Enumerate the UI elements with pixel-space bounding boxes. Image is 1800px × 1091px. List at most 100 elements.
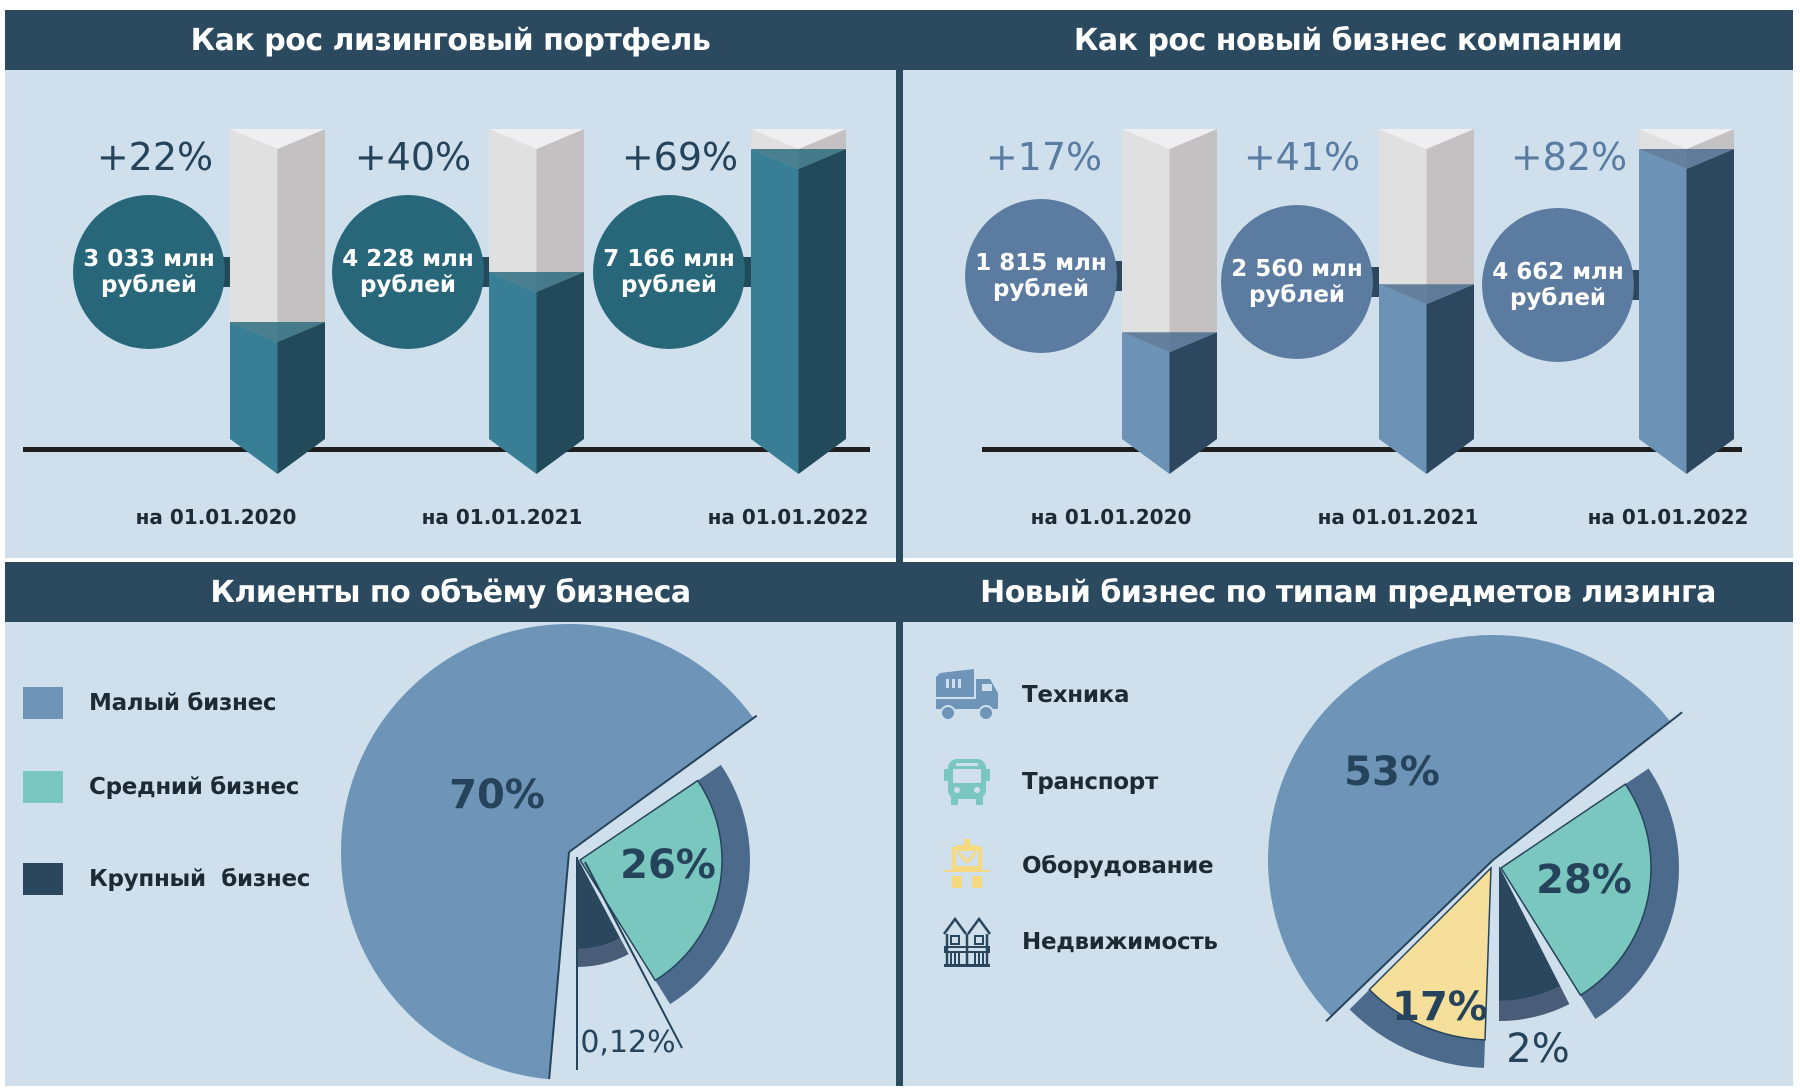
- value-label-line1: 2 560 млн: [1231, 256, 1363, 282]
- growth-label: +22%: [97, 135, 213, 179]
- bar-fill-cap: [230, 322, 325, 343]
- pie-ring-large: [577, 938, 629, 967]
- pie-slice-small: [340, 624, 754, 1080]
- value-label-line1: 3 033 млн: [83, 246, 215, 272]
- asset-types-title: Новый бизнес по типам предметов лизинга: [903, 562, 1793, 622]
- building-icon: [932, 912, 1002, 972]
- legend-swatch-large: [23, 863, 63, 895]
- bus-icon: [932, 752, 1002, 812]
- bar-empty-side: [1169, 129, 1217, 353]
- legend-swatch-medium: [23, 771, 63, 803]
- pie-label-equipment: 17%: [1392, 984, 1488, 1030]
- legend-item-transport: Транспорт: [932, 752, 1158, 812]
- bar-3: [1482, 129, 1734, 474]
- growth-label: +82%: [1511, 135, 1627, 179]
- bar-1: [73, 129, 325, 474]
- portfolio-title-text: Как рос лизинговый портфель: [190, 22, 711, 58]
- new-business-title-text: Как рос новый бизнес компании: [1073, 22, 1623, 58]
- portfolio-title: Как рос лизинговый портфель: [5, 10, 896, 70]
- category-label: на 01.01.2021: [1318, 505, 1479, 529]
- category-label: на 01.01.2020: [1031, 505, 1192, 529]
- legend-label-equipment: Оборудование: [1022, 853, 1214, 879]
- legend-item-large: Крупный бизнес: [23, 863, 310, 895]
- pie-slice-equipment: [1368, 866, 1492, 1041]
- bar-fill-cap: [489, 271, 584, 292]
- pie-ring-equipment: [1349, 989, 1485, 1068]
- legend-label-small: Малый бизнес: [89, 690, 277, 716]
- growth-label: +40%: [355, 135, 471, 179]
- pie-slice-small-business: [340, 624, 758, 1080]
- pie-slice-transport: [1499, 783, 1652, 997]
- legend-label-real-estate: Недвижимость: [1022, 929, 1218, 955]
- bar-fill-side: [277, 322, 325, 474]
- bar-fill-front: [489, 271, 537, 474]
- legend-label-transport: Транспорт: [1022, 769, 1158, 795]
- bar-fill-cap: [1639, 149, 1734, 169]
- value-bubble: [593, 195, 745, 349]
- category-label: на 01.01.2021: [422, 505, 583, 529]
- new-business-title: Как рос новый бизнес компании: [903, 10, 1793, 70]
- bar-fill-side: [536, 271, 584, 474]
- bar-top-cap: [1122, 129, 1217, 149]
- bar-fill-cap: [1379, 284, 1474, 305]
- pie-slice-edge: [1492, 711, 1683, 861]
- pie-slice-machinery: [1268, 635, 1683, 1022]
- bar-fill-front: [230, 322, 278, 474]
- value-bubble: [1482, 208, 1634, 362]
- bar-fill-side: [798, 149, 846, 474]
- legend-item-small: Малый бизнес: [23, 687, 277, 719]
- value-label-line2: рублей: [1249, 282, 1345, 308]
- pie-slice-edge: [568, 714, 758, 853]
- growth-label: +69%: [622, 135, 738, 179]
- category-label: на 01.01.2022: [708, 505, 869, 529]
- bar-2: [1221, 129, 1474, 474]
- bar-fill-front: [1379, 284, 1427, 474]
- value-bubble: [965, 199, 1117, 353]
- legend-item-real-estate: Недвижимость: [932, 912, 1218, 972]
- growth-label: +17%: [986, 135, 1102, 179]
- bar-1: [965, 129, 1217, 474]
- value-label-line1: 4 228 млн: [342, 246, 474, 272]
- bar-fill-side: [1169, 332, 1217, 474]
- pie-label-real-estate: 2%: [1506, 1026, 1569, 1072]
- bar-top-cap: [230, 129, 325, 149]
- pie-slice-real-estate: [1499, 866, 1561, 1001]
- pie-ring-real-estate: [1499, 986, 1570, 1021]
- legend-item-machinery: Техника: [932, 665, 1129, 725]
- value-label-line2: рублей: [101, 272, 197, 298]
- pie-label-medium: 26%: [620, 842, 716, 888]
- pie-label-small: 70%: [449, 772, 545, 818]
- value-label-line2: рублей: [993, 276, 1089, 302]
- value-label-line1: 1 815 млн: [975, 250, 1107, 276]
- bar-fill-side: [1426, 284, 1474, 474]
- bar-fill-side: [1686, 149, 1734, 474]
- value-bubble: [73, 195, 225, 349]
- bar-empty-side: [1426, 129, 1474, 305]
- legend-label-medium: Средний бизнес: [89, 774, 300, 800]
- bar-fill-cap: [1122, 332, 1217, 353]
- pie-ring-transport: [1580, 768, 1679, 1019]
- bar-top-cap: [489, 129, 584, 149]
- pie-label-transport: 28%: [1536, 857, 1632, 903]
- clients-title: Клиенты по объёму бизнеса: [5, 562, 896, 622]
- bar-empty-front: [1379, 129, 1427, 305]
- pie-label-machinery: 53%: [1344, 749, 1440, 795]
- legend-swatch-small: [23, 687, 63, 719]
- pie-slice-edge: [548, 851, 570, 1080]
- bar-empty-front: [230, 129, 278, 343]
- value-bubble: [1221, 205, 1373, 359]
- bar-fill-cap: [751, 149, 846, 169]
- pie-slice-large: [577, 857, 621, 949]
- category-label: на 01.01.2020: [136, 505, 297, 529]
- bar-fill-front: [1122, 332, 1170, 474]
- bar-2: [332, 129, 584, 474]
- bar-top-cap: [751, 129, 846, 149]
- value-bubble: [332, 195, 484, 349]
- value-label-line1: 7 166 млн: [603, 246, 735, 272]
- bar-fill-front: [1639, 149, 1687, 474]
- pie-label-large: 0,12%: [580, 1025, 675, 1060]
- legend-item-medium: Средний бизнес: [23, 771, 299, 803]
- clients-title-text: Клиенты по объёму бизнеса: [210, 574, 691, 610]
- chart-baseline: [23, 447, 870, 452]
